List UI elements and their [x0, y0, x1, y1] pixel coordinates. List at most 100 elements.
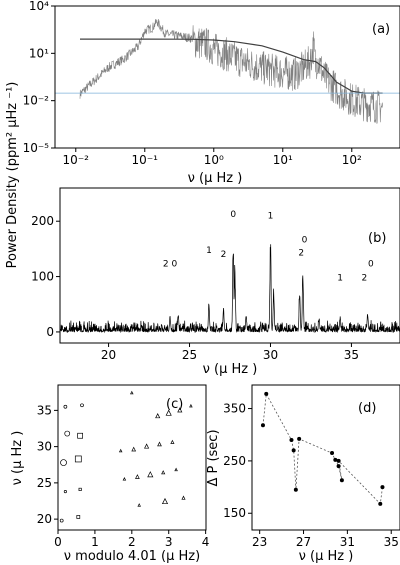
period-spacing-point	[333, 457, 338, 462]
x-tick-label: 2	[128, 535, 136, 549]
period-spacing-point	[293, 487, 298, 492]
echelle-point-circle	[63, 490, 67, 494]
panel-a-label: (a)	[372, 22, 390, 37]
period-spacing-point	[260, 423, 265, 428]
x-tick-label: 10⁰	[204, 153, 224, 167]
x-tick-label: 30	[263, 348, 278, 362]
y-tick-label: 35	[37, 403, 52, 417]
echelle-point-circle	[59, 518, 64, 523]
y-tick-label: 10⁻⁵	[23, 141, 50, 155]
x-tick-label: 1	[91, 535, 99, 549]
echelle-point-square	[76, 515, 81, 519]
echelle-point-triangle	[161, 497, 169, 505]
period-spacing-point	[336, 464, 341, 469]
y-tick-label: 150	[223, 506, 246, 520]
echelle-point-square	[78, 487, 82, 491]
mode-degree-annotation: 2 0	[163, 260, 178, 270]
echelle-point-triangle	[118, 448, 123, 453]
mode-degree-annotation: 2	[362, 273, 368, 283]
panel-c-x-axis-label: ν modulo 4.01 (μ Hz)	[64, 549, 200, 564]
echelle-point-circle	[64, 430, 71, 437]
x-tick-label: 4	[202, 535, 210, 549]
y-tick-label: 30	[37, 440, 52, 454]
y-tick-label: 20	[37, 512, 52, 526]
echelle-point-circle	[63, 404, 68, 409]
mode-degree-annotation: 1	[337, 273, 343, 283]
panel-b-frame	[59, 187, 400, 344]
y-tick-label: 10¹	[29, 46, 49, 60]
period-spacing-point	[289, 437, 294, 442]
y-tick-label: 25	[37, 476, 52, 490]
echelle-point-triangle	[161, 470, 166, 475]
panel-c-y-axis-label: ν (μ Hz )	[10, 431, 25, 486]
panel-a-x-axis-label: ν (μ Hz )	[188, 171, 243, 186]
period-spacing-point	[297, 436, 302, 441]
x-tick-label: 23	[252, 535, 267, 549]
x-tick-label: 35	[344, 348, 359, 362]
panel-b-label: (b)	[368, 231, 386, 246]
mode-degree-annotation: 2	[221, 250, 227, 260]
echelle-point-triangle	[174, 467, 178, 472]
x-tick-label: 0	[54, 535, 62, 549]
echelle-point-square	[74, 455, 82, 463]
echelle-point-triangle	[177, 407, 183, 413]
panel-c-frame	[57, 384, 207, 531]
period-spacing-point	[330, 451, 335, 456]
echelle-point-triangle	[170, 439, 175, 444]
y-tick-label: 200	[31, 214, 54, 228]
period-spacing-point	[339, 478, 344, 483]
y-tick-label: 10⁴	[29, 0, 49, 13]
echelle-point-triangle	[144, 443, 150, 449]
x-tick-label: 10²	[342, 153, 362, 167]
x-tick-label: 20	[101, 348, 116, 362]
x-tick-label: 10⁻¹	[132, 153, 159, 167]
panel-c: 0 1 2 3 4 20 25 30 35 (c) ν modulo 4.01 (μ Hz) ν…	[10, 384, 210, 564]
echelle-point-triangle	[155, 413, 161, 419]
x-tick-label: 3	[165, 535, 173, 549]
x-tick-label: 27	[296, 535, 311, 549]
echelle-point-triangle	[135, 474, 140, 479]
echelle-point-triangle	[122, 477, 127, 481]
period-spacing-point	[380, 485, 385, 490]
panel-d-label: (d)	[358, 401, 376, 416]
x-tick-label: 31	[340, 535, 355, 549]
panel-d-y-axis-label: Δ P (sec)	[206, 429, 221, 486]
period-spacing-point	[264, 391, 269, 396]
echelle-point-triangle	[130, 390, 134, 395]
echelle-point-triangle	[189, 403, 193, 408]
echelle-point-triangle	[137, 503, 141, 507]
echelle-point-triangle	[131, 446, 137, 452]
echelle-point-triangle	[157, 441, 162, 447]
spectrum-line-gray	[79, 18, 383, 124]
echelle-point-triangle	[165, 409, 172, 416]
echelle-point-circle	[60, 459, 67, 466]
x-tick-label: 10¹	[273, 153, 293, 167]
panel-d: 23 27 31 35 150 250 350 (d) ν (μ Hz ) Δ P (sec…	[206, 384, 400, 564]
mode-degree-annotation: 0	[302, 235, 308, 245]
x-tick-label: 35	[384, 535, 399, 549]
y-tick-label: 0	[46, 325, 54, 339]
period-spacing-point	[378, 501, 383, 506]
fit-line-dark	[80, 38, 383, 94]
echelle-point-circle	[80, 403, 84, 408]
panel-a-frame	[54, 5, 400, 149]
panel-d-x-axis-label: ν (μ Hz )	[299, 549, 354, 564]
y-tick-label: 250	[223, 454, 246, 468]
panel-a: 10⁻² 10⁻¹ 10⁰ 10¹ 10² 10⁴ 10¹ 10⁻² 10⁻⁵ (a) ν (μ…	[23, 0, 400, 186]
mode-degree-annotation: 2	[298, 249, 304, 259]
x-tick-label: 25	[182, 348, 197, 362]
echelle-point-square	[77, 432, 83, 439]
y-tick-label: 100	[31, 270, 54, 284]
mode-degree-annotation: 1	[206, 246, 212, 256]
echelle-point-triangle	[147, 471, 154, 478]
mode-degree-annotation: 0	[368, 260, 374, 270]
y-tick-label: 10⁻²	[23, 94, 50, 108]
period-spacing-point	[336, 458, 341, 463]
panel-c-label: (c)	[166, 397, 183, 412]
x-tick-label: 10⁻²	[63, 153, 90, 167]
echelle-point-triangle	[181, 495, 186, 500]
panel-d-frame	[251, 384, 400, 531]
spectrum-line-black	[60, 244, 400, 334]
